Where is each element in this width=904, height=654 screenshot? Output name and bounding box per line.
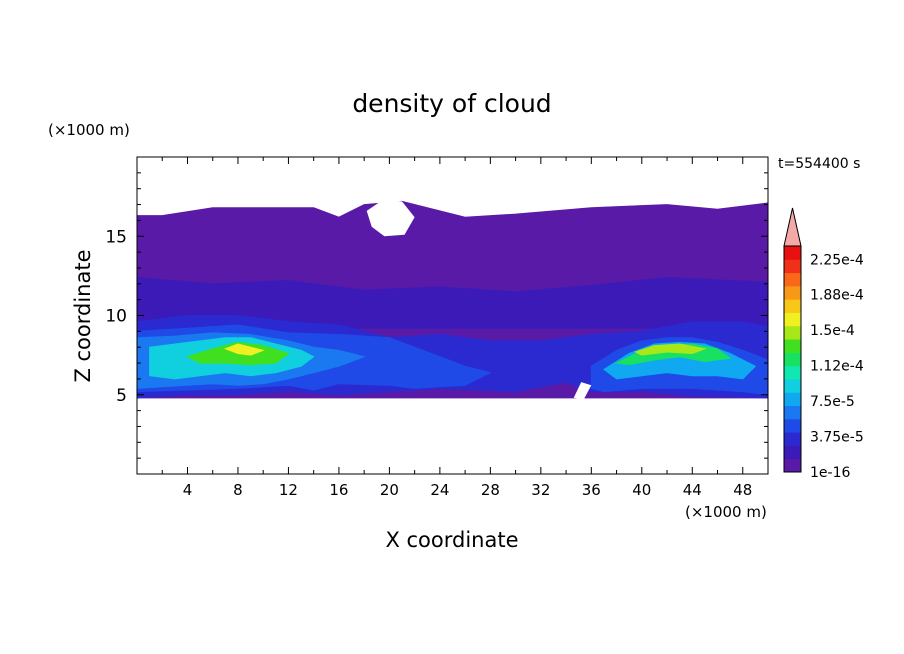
time-label: t=554400 s: [778, 156, 860, 172]
contour-gap: [366, 199, 415, 237]
colorbar-extend-arrow: [783, 207, 802, 247]
x-tick-label: 24: [430, 481, 449, 499]
colorbar-swatch: [784, 392, 801, 407]
x-tick-label: 36: [582, 481, 601, 499]
colorbar-swatch: [784, 378, 801, 393]
colorbar-label: 1.12e-4: [810, 359, 864, 375]
y-axis-label: Z coordinate: [71, 249, 95, 382]
x-tick-label: 12: [279, 481, 298, 499]
y-unit-label: (×1000 m): [48, 121, 130, 139]
x-unit-label: (×1000 m): [685, 503, 767, 521]
contour-plot: [137, 199, 768, 400]
colorbar-swatch: [784, 325, 801, 340]
colorbar-swatch: [784, 259, 801, 274]
x-tick-label: 40: [632, 481, 651, 499]
colorbar-swatch: [784, 246, 801, 260]
colorbar-swatch: [784, 365, 801, 380]
x-axis-label: X coordinate: [385, 528, 518, 552]
x-tick-label: 44: [683, 481, 702, 499]
colorbar-swatch: [784, 405, 801, 420]
x-tick-label: 28: [481, 481, 500, 499]
x-tick-label: 8: [233, 481, 243, 499]
y-tick-label: 10: [105, 307, 127, 327]
chart-title: density of cloud: [352, 89, 551, 118]
colorbar-label: 7.5e-5: [810, 394, 855, 410]
x-tick-label: 32: [531, 481, 550, 499]
colorbar-swatch: [784, 299, 801, 313]
y-tick-label: 5: [116, 386, 127, 406]
colorbar-label: 1.5e-4: [810, 323, 855, 339]
colorbar-swatch: [784, 272, 801, 287]
x-tick-label: 20: [380, 481, 399, 499]
y-tick-label: 15: [105, 227, 127, 247]
colorbar-label: 1e-16: [810, 465, 850, 481]
contour-regions: [137, 199, 768, 400]
contour-region: [223, 343, 265, 356]
colorbar-swatch: [784, 445, 801, 460]
colorbar-swatch: [784, 352, 801, 367]
contour-gap: [573, 382, 592, 400]
colorbar-label: 3.75e-5: [810, 430, 864, 446]
colorbar-label: 1.88e-4: [810, 288, 864, 304]
colorbar-swatch: [784, 285, 801, 300]
colorbar-swatch: [784, 432, 801, 446]
colorbar: 1e-16 3.75e-5 7.5e-5 1.12e-4 1.5e-4 1.88e-4 2.…: [783, 207, 864, 481]
colorbar-swatch: [784, 339, 801, 353]
contour-region: [634, 343, 707, 356]
colorbar-swatch: [784, 312, 801, 327]
x-tick-label: 16: [329, 481, 348, 499]
x-tick-label: 48: [733, 481, 752, 499]
colorbar-swatch: [784, 458, 801, 473]
colorbar-label: 2.25e-4: [810, 252, 864, 268]
colorbar-swatch: [784, 418, 801, 433]
x-tick-label: 4: [183, 481, 193, 499]
